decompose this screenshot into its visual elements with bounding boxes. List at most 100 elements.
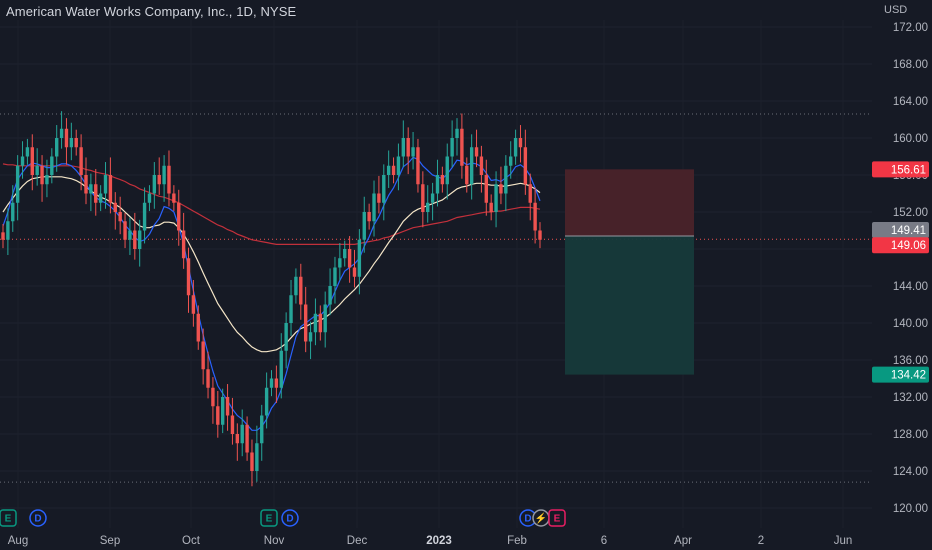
candle-body [113,202,117,212]
candle [128,217,132,256]
x-tick-label: Sep [100,535,120,547]
candle-body [123,221,127,240]
candle-body [440,175,445,185]
candle [372,180,376,237]
event-markers[interactable]: E D E D D ⚡ E [0,509,566,527]
candle-body [518,138,523,148]
candle-body [264,387,269,416]
candle [509,141,513,179]
grid-lines [0,20,872,528]
y-tick-label: 168.00 [893,59,928,71]
candle-body [538,230,542,240]
event-marker[interactable]: ⚡ [532,509,550,527]
time-axis[interactable]: Aug Sep Oct Nov Dec 2023 Feb 6 Apr 2 Jun [8,535,853,547]
y-tick-label: 152.00 [893,207,928,219]
candle-body [274,378,279,388]
candle [225,384,230,431]
candle [513,129,518,165]
candle-body [289,295,293,323]
candle-body [128,230,132,240]
y-tick-label: 120.00 [893,503,928,515]
candle [274,365,279,404]
candle [230,397,235,445]
candle [362,196,366,253]
candle [499,166,503,205]
candle [455,118,459,156]
event-marker-shape [0,509,17,527]
candle-body [142,202,147,231]
candle [445,143,449,200]
candle [328,268,332,316]
candle [323,291,327,348]
candle [411,131,415,170]
candle-body [162,165,166,185]
candle-body [15,165,20,203]
x-tick-label: 2 [758,535,764,547]
x-tick-label: Aug [8,535,28,547]
candle-body [45,175,49,185]
event-marker[interactable]: E [548,509,566,527]
candle [474,129,479,168]
candle-body [59,128,64,138]
candle-body [108,175,113,203]
stop-loss-zone[interactable] [565,169,694,236]
candle [264,372,269,429]
candle-body [299,276,303,305]
price-axis[interactable]: 172.00168.00164.00160.00156.00152.00148.… [893,22,928,515]
y-tick-label: 132.00 [893,392,928,404]
y-tick-label: 164.00 [893,96,928,108]
candle-body [240,424,244,444]
take-profit-zone[interactable] [565,235,694,375]
candle [367,203,371,230]
candle-body [362,212,366,240]
event-marker[interactable]: E [260,509,278,527]
candle [196,305,200,350]
candle [216,390,220,438]
candle [220,388,225,434]
candle-body [386,165,391,175]
candle [523,129,528,195]
event-marker[interactable]: D [519,509,537,527]
candle-body [391,165,396,175]
candle-body [230,415,235,434]
candle [98,185,103,212]
event-marker[interactable]: D [281,509,299,527]
candle [357,229,362,295]
candle [25,138,30,165]
x-tick-label: Dec [347,535,368,547]
candle [74,129,78,156]
candle-body [6,221,10,240]
x-tick-label: Feb [507,535,527,547]
candle [55,125,59,172]
candle [279,333,283,399]
candle [123,212,127,249]
candle-body [509,156,513,166]
candle [172,185,176,212]
y-tick-label: 128.00 [893,429,928,441]
candle-body [250,452,254,471]
event-marker-label: ⚡ [535,512,547,525]
candle-body [333,267,337,286]
candle [118,196,122,235]
candle [269,370,274,397]
target-price-badge [872,366,929,383]
stop-price-label: 156.61 [891,164,926,176]
event-marker-label: D [524,514,531,525]
target-price-label: 134.42 [891,370,926,382]
candle [421,171,425,228]
position-zones[interactable] [565,169,694,375]
candle [294,268,298,304]
candle-body [181,230,186,259]
candle-body [177,202,181,231]
event-marker[interactable]: D [29,509,47,527]
candle [396,143,401,191]
candle-body [528,184,532,203]
candle-body [206,369,210,388]
candle-body [372,193,376,222]
event-marker[interactable]: E [0,509,17,527]
candle-body [118,212,122,222]
candle [6,208,10,256]
candle-body [35,165,39,175]
candle [157,157,161,195]
